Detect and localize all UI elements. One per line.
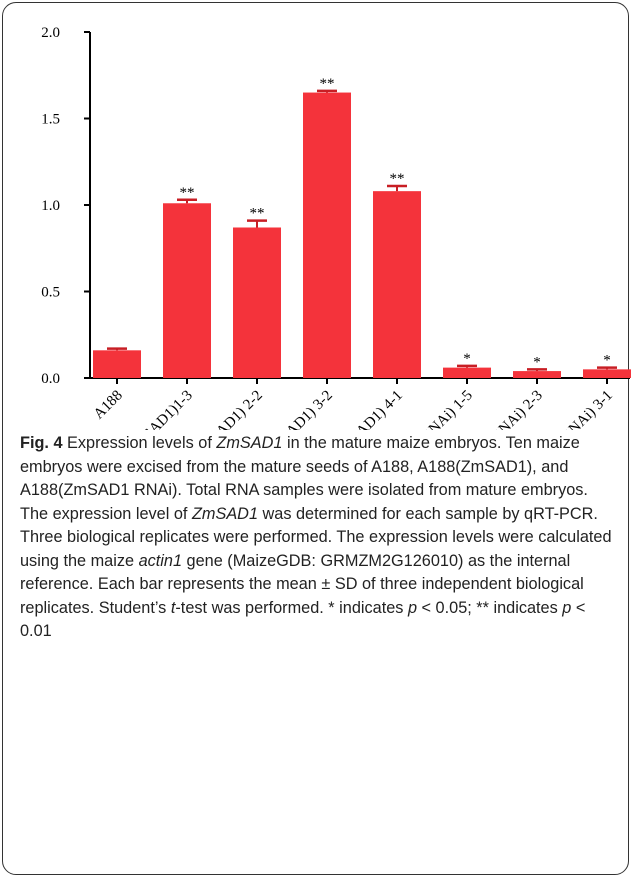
caption-text: actin1 — [138, 551, 183, 570]
caption-text: ZmSAD1 — [191, 504, 258, 523]
caption-text: < 0.05; ** indicates — [417, 598, 563, 617]
significance-label: ** — [390, 171, 405, 187]
caption-text: Expression levels of — [62, 434, 217, 452]
bar — [373, 191, 421, 378]
bar — [93, 350, 141, 378]
significance-label: * — [603, 353, 611, 369]
significance-label: ** — [320, 76, 335, 92]
caption-text: -test was performed. * indicates — [175, 598, 408, 617]
caption-text: in the mature maize embryos. Ten maize e… — [20, 434, 588, 523]
y-tick-label: 0.0 — [41, 371, 60, 387]
y-tick-label: 2.0 — [41, 25, 60, 41]
caption-text: t — [170, 598, 176, 617]
y-tick-label: 1.5 — [41, 112, 60, 128]
caption-text: gene (MaizeGDB: GRMZM2G126010) as the in… — [20, 551, 584, 617]
significance-label: * — [463, 351, 471, 367]
bar — [513, 371, 561, 378]
chart: 0.00.51.01.52.0A188**A188(ZmSAD1)1-3**A1… — [41, 25, 631, 430]
bar — [583, 369, 631, 378]
caption-label: Fig. 4 — [20, 434, 63, 452]
caption-text: ZmSAD1 — [216, 434, 283, 452]
caption-text: < 0.01 — [20, 598, 586, 641]
bar — [163, 203, 211, 378]
significance-label: ** — [250, 206, 265, 222]
bar — [233, 227, 281, 378]
caption: Fig. 4 Expression levels of ZmSAD1 in th… — [20, 432, 616, 644]
caption-text: p — [562, 598, 572, 617]
x-tick-label: A188 — [91, 388, 126, 423]
significance-label: ** — [180, 185, 195, 201]
caption-text: was determined for each sample by qRT-PC… — [20, 504, 612, 570]
bar — [443, 367, 491, 378]
caption-text: p — [407, 598, 417, 617]
y-tick-label: 1.0 — [41, 198, 60, 214]
significance-label: * — [533, 354, 541, 370]
bar — [303, 92, 351, 379]
y-tick-label: 0.5 — [41, 285, 60, 301]
